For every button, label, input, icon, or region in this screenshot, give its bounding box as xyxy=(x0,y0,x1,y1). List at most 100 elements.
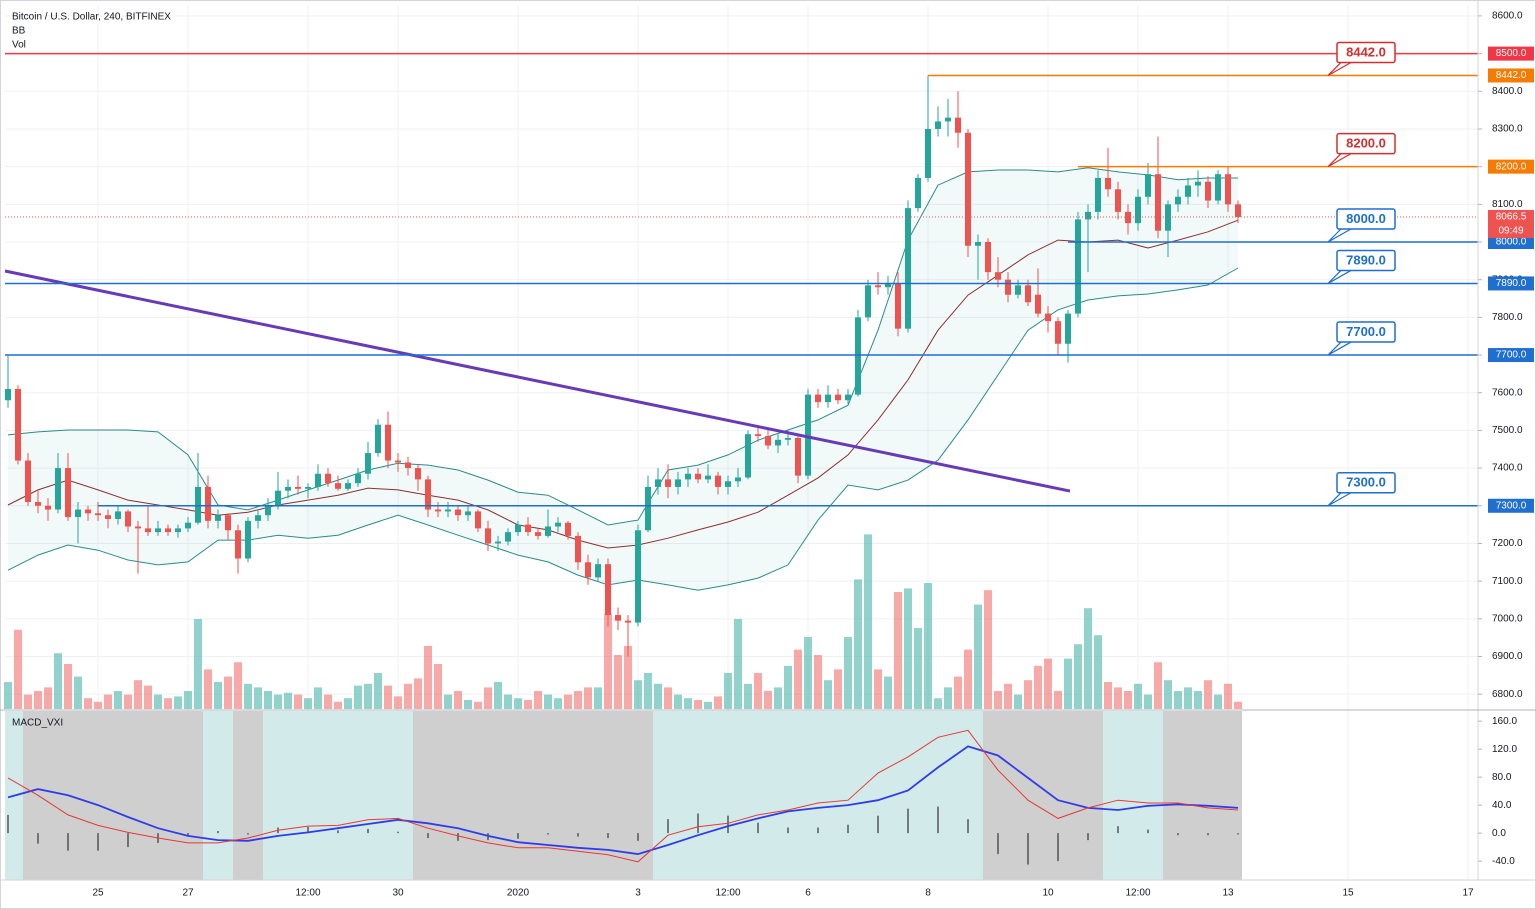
x-tick-label: 25 xyxy=(92,888,104,899)
callout-box xyxy=(1336,132,1396,155)
candle-body xyxy=(755,434,761,437)
volume-bar xyxy=(144,685,152,709)
level-axis-label: 8200.0 xyxy=(1496,161,1527,172)
candle-body xyxy=(1045,313,1051,322)
candle-body xyxy=(1055,321,1061,344)
level-axis-box xyxy=(1488,276,1534,291)
volume-bar xyxy=(804,637,812,709)
macd-line xyxy=(7,729,1239,863)
callout-label: 8000.0 xyxy=(1346,211,1386,226)
candle-body xyxy=(555,522,561,527)
x-tick-label: 6 xyxy=(805,888,811,899)
candle-body xyxy=(1115,189,1121,212)
volume-bar xyxy=(374,673,382,709)
volume-bar xyxy=(124,694,132,709)
volume-bar xyxy=(1224,683,1232,709)
candle-body xyxy=(115,511,121,519)
candle-body xyxy=(345,483,351,489)
callout-pointer xyxy=(1327,228,1352,243)
callout-label: 7300.0 xyxy=(1346,475,1386,490)
volume-bar xyxy=(724,673,732,709)
volume-bar xyxy=(504,694,512,709)
candle-body xyxy=(185,522,191,529)
candle-body xyxy=(305,486,311,489)
macd-shade xyxy=(653,711,683,880)
volume-bar xyxy=(854,579,862,709)
volume-bar xyxy=(154,694,162,709)
y-tick-label: 6900.0 xyxy=(1492,651,1523,662)
volume-bar xyxy=(554,698,562,709)
volume-bar xyxy=(334,701,342,709)
volume-bar xyxy=(694,700,702,709)
callout-label: 7890.0 xyxy=(1346,252,1386,267)
candle-body xyxy=(845,394,851,401)
candle-body xyxy=(865,285,871,318)
volume-bar xyxy=(1144,694,1152,709)
candle-body xyxy=(275,490,281,506)
y-tick-label: 7400.0 xyxy=(1492,463,1523,474)
indicator-label: Vol xyxy=(12,40,26,51)
macd-shade xyxy=(293,711,323,880)
candle-body xyxy=(995,272,1001,280)
candle-body xyxy=(915,177,921,209)
candle-body xyxy=(455,509,461,516)
volume-bar xyxy=(614,655,622,709)
x-tick-label: 2020 xyxy=(507,888,530,899)
volume-bar xyxy=(914,628,922,709)
candle-body xyxy=(745,434,751,478)
y-tick-label: 8400.0 xyxy=(1492,86,1523,97)
candle-body xyxy=(605,564,611,616)
volume-bar xyxy=(294,694,302,709)
candle-body xyxy=(225,515,231,531)
candle-body xyxy=(15,388,21,461)
macd-shade xyxy=(233,711,263,880)
candle-body xyxy=(1155,174,1161,231)
volume-bar xyxy=(214,682,222,709)
volume-bar xyxy=(1174,691,1182,709)
volume-bar xyxy=(224,676,232,709)
candle-body xyxy=(445,509,451,512)
y-tick-label: 8600.0 xyxy=(1492,11,1523,22)
macd-shade xyxy=(983,711,1013,880)
volume-bar xyxy=(1044,658,1052,709)
volume-bar xyxy=(1194,691,1202,709)
y-tick-label: 7100.0 xyxy=(1492,576,1523,587)
candle-body xyxy=(375,424,381,454)
level-axis-box xyxy=(1488,348,1534,363)
macd-shade xyxy=(1163,711,1193,880)
volume-bar xyxy=(414,678,422,709)
candle-body xyxy=(825,394,831,403)
macd-shade xyxy=(143,711,173,880)
volume-bar xyxy=(264,691,272,709)
candle-body xyxy=(965,132,971,246)
macd-shade xyxy=(743,711,773,880)
callout-pointer xyxy=(1327,269,1352,284)
volume-bar xyxy=(254,687,262,709)
candle-body xyxy=(615,615,621,621)
level-axis-label: 8500.0 xyxy=(1496,48,1527,59)
volume-bar xyxy=(134,680,142,709)
volume-bar xyxy=(354,685,362,709)
candle-body xyxy=(335,483,341,489)
candle-body xyxy=(125,511,131,527)
volume-bar xyxy=(104,694,112,709)
x-tick-label: 27 xyxy=(182,888,194,899)
volume-bar xyxy=(1164,680,1172,709)
x-tick-label: 17 xyxy=(1462,888,1474,899)
candle-body xyxy=(135,526,141,529)
level-axis-box xyxy=(1488,235,1534,250)
volume-bar xyxy=(34,691,42,709)
candle-body xyxy=(925,128,931,178)
volume-bar xyxy=(54,653,62,709)
candle-body xyxy=(295,486,301,489)
macd-shade xyxy=(263,711,293,880)
volume-bar xyxy=(864,534,872,709)
volume-bar xyxy=(744,683,752,709)
volume-bar xyxy=(164,698,172,709)
callout-pointer xyxy=(1327,341,1352,356)
macd-shade xyxy=(173,711,203,880)
volume-bar xyxy=(734,619,742,709)
candle-body xyxy=(85,509,91,514)
y-tick-label: 7000.0 xyxy=(1492,613,1523,624)
